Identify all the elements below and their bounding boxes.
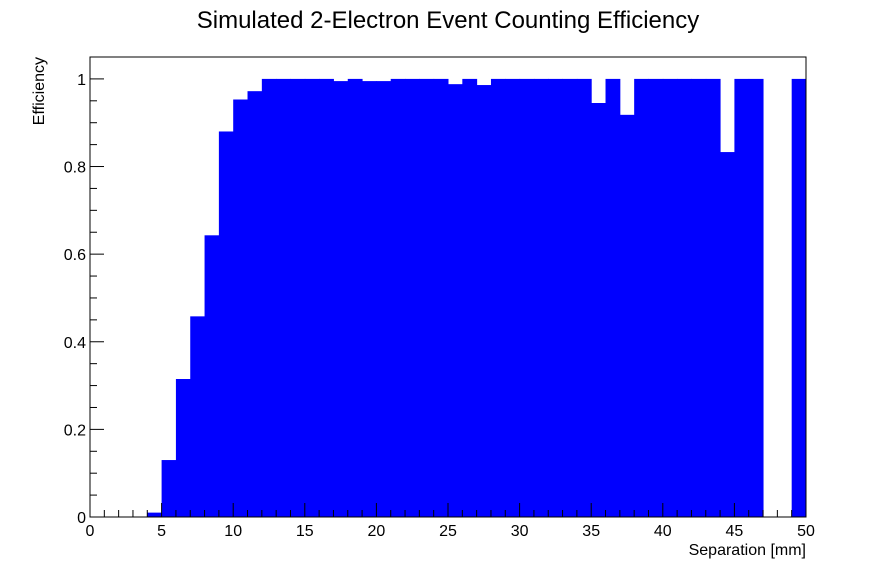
bars-group: [147, 78, 807, 518]
histogram-bar: [634, 78, 649, 518]
histogram-bar: [677, 78, 692, 518]
histogram-bar: [147, 512, 163, 517]
histogram-bar: [691, 78, 707, 518]
x-axis-ticks: 0 5 10 15 20 25 30 35 40 45 50: [86, 503, 815, 540]
histogram-bar: [748, 78, 764, 518]
histogram-bar: [362, 81, 377, 517]
x-tick-label: 5: [157, 523, 166, 540]
histogram-bar: [519, 78, 535, 518]
y-axis-ticks: 0 0.2 0.4 0.6 0.8 1: [64, 72, 104, 527]
histogram-bar: [190, 316, 206, 517]
histogram-bar: [204, 235, 220, 518]
y-tick-label: 1: [77, 72, 86, 89]
histogram-bar: [390, 78, 406, 518]
x-tick-label: 45: [726, 523, 744, 540]
histogram-bar: [734, 78, 750, 518]
histogram-bar: [276, 78, 291, 518]
histogram-bar: [720, 152, 735, 518]
x-tick-label: 30: [511, 523, 529, 540]
histogram-bar: [304, 78, 320, 518]
histogram-bar: [562, 78, 578, 518]
x-tick-label: 50: [797, 523, 815, 540]
histogram-bar: [662, 78, 678, 518]
histogram-bar: [505, 78, 521, 518]
y-tick-label: 0.2: [64, 422, 86, 439]
histogram-bar: [161, 460, 177, 517]
histogram-bar: [576, 78, 592, 518]
histogram-bar: [247, 91, 263, 518]
histogram-bar: [448, 84, 463, 518]
histogram-bar: [490, 78, 506, 518]
y-tick-label: 0.6: [64, 247, 86, 264]
y-axis-label: Efficiency: [31, 57, 48, 125]
histogram-bar: [319, 78, 334, 518]
histogram-bar: [347, 78, 363, 518]
histogram-bar: [605, 78, 621, 518]
histogram-bar: [405, 78, 420, 518]
histogram-bar: [261, 78, 277, 518]
histogram-bar: [218, 131, 234, 517]
histogram-bar: [476, 85, 492, 518]
histogram-bar: [419, 78, 435, 518]
x-tick-label: 40: [654, 523, 672, 540]
x-tick-label: 25: [439, 523, 457, 540]
histogram-bar: [591, 103, 607, 517]
x-tick-label: 10: [224, 523, 242, 540]
histogram-bar: [233, 99, 249, 517]
histogram-bar: [290, 78, 306, 518]
y-tick-label: 0: [77, 510, 86, 527]
histogram-bar: [619, 114, 635, 517]
histogram-bar: [333, 81, 349, 517]
histogram-bar: [548, 78, 564, 518]
x-tick-label: 20: [368, 523, 386, 540]
y-tick-label: 0.8: [64, 160, 86, 177]
x-tick-label: 35: [582, 523, 600, 540]
histogram-bar: [376, 81, 392, 517]
histogram-bar: [533, 78, 549, 518]
chart-title: Simulated 2-Electron Event Counting Effi…: [197, 7, 700, 34]
histogram-bar: [791, 78, 807, 518]
histogram-bar: [705, 78, 721, 518]
y-tick-label: 0.4: [64, 335, 86, 352]
x-axis-label: Separation [mm]: [689, 542, 806, 559]
histogram-bar: [462, 78, 478, 518]
histogram-bar: [433, 78, 449, 518]
x-tick-label: 15: [296, 523, 314, 540]
histogram-bar: [648, 78, 664, 518]
x-tick-label: 0: [86, 523, 95, 540]
histogram-bar: [175, 379, 191, 517]
